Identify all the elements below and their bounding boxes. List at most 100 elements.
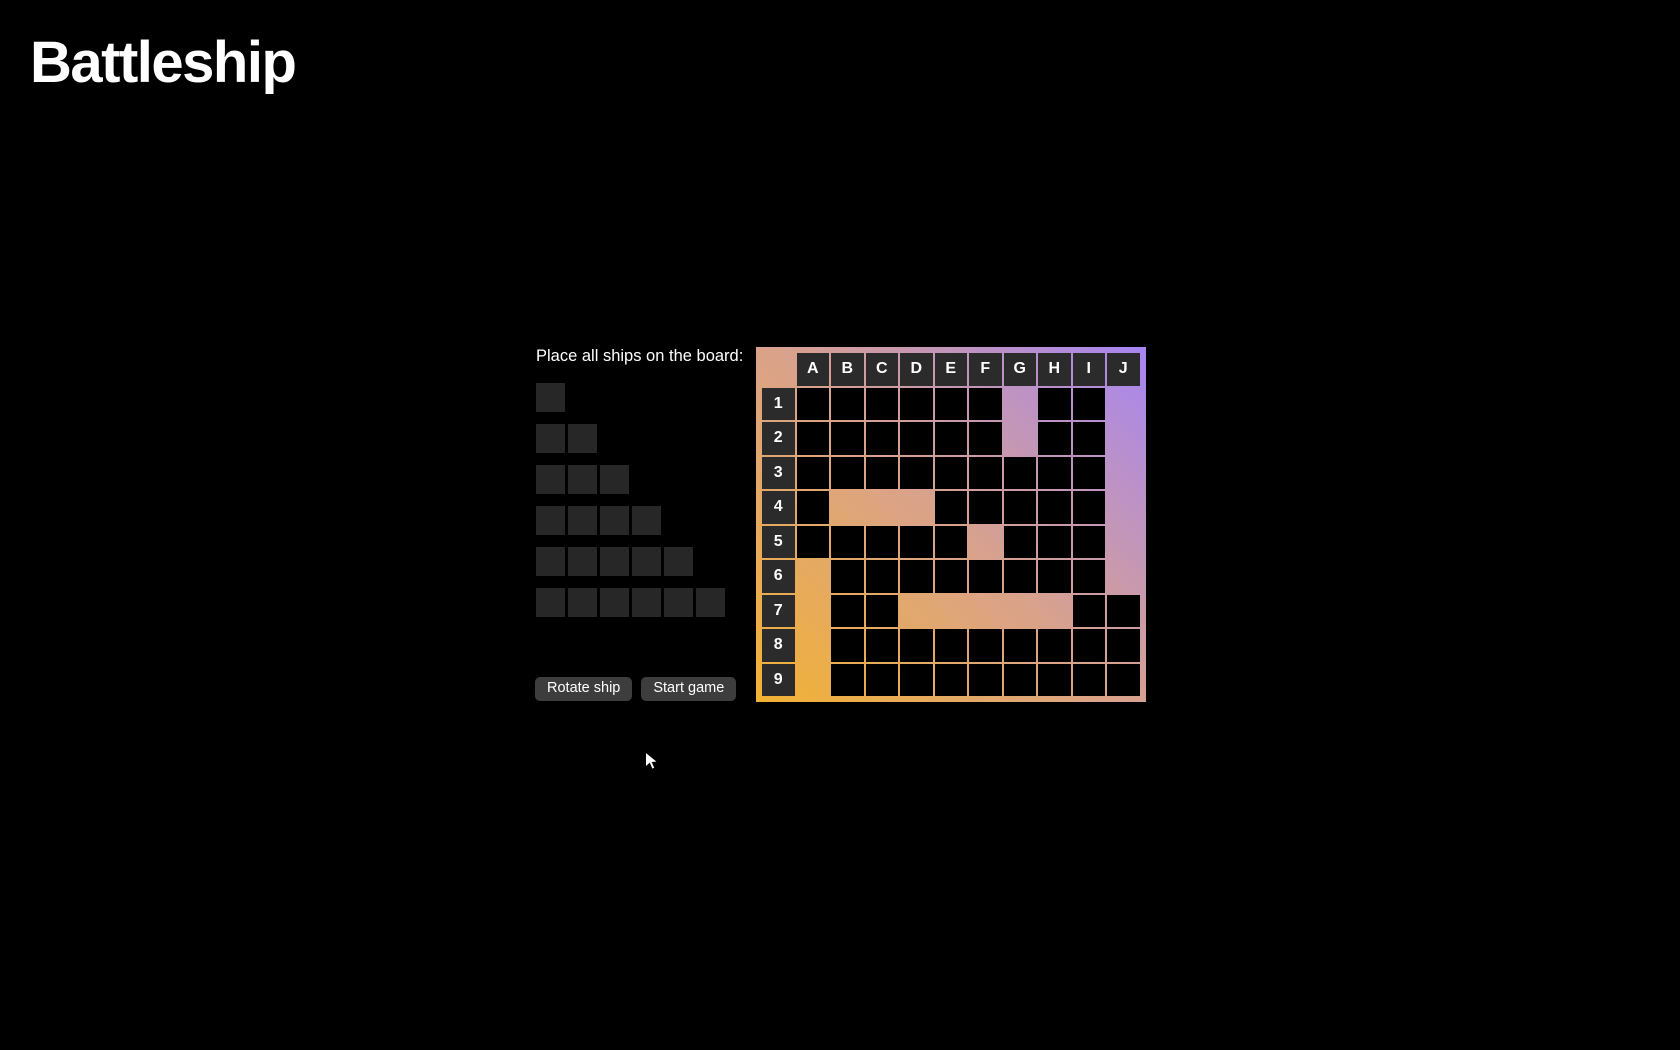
cell-D3[interactable] [900, 456, 933, 489]
cell-C3[interactable] [865, 456, 898, 489]
ship-cell-H7[interactable] [1038, 595, 1071, 628]
ship-cell-A8[interactable] [797, 629, 830, 662]
cell-G8[interactable] [1003, 629, 1036, 662]
cell-E3[interactable] [934, 456, 967, 489]
ship-cell-F7[interactable] [969, 595, 1002, 628]
ship-cell-A7[interactable] [797, 595, 830, 628]
cell-G5[interactable] [1003, 525, 1036, 558]
ship-cell-J4[interactable] [1107, 491, 1140, 524]
cell-F4[interactable] [969, 491, 1002, 524]
cell-E2[interactable] [934, 422, 967, 455]
ship-cell-C4[interactable] [866, 491, 899, 524]
cell-I7[interactable] [1072, 594, 1105, 627]
ship-cell-J3[interactable] [1107, 457, 1140, 490]
cell-J8[interactable] [1107, 629, 1140, 662]
cell-H9[interactable] [1038, 663, 1071, 696]
cell-C5[interactable] [865, 525, 898, 558]
rotate-ship-button[interactable]: Rotate ship [535, 677, 633, 701]
ship-cell-D7[interactable] [900, 595, 933, 628]
cell-C2[interactable] [865, 422, 898, 455]
cell-I9[interactable] [1072, 663, 1105, 696]
cell-E6[interactable] [934, 560, 967, 593]
cell-F2[interactable] [969, 422, 1002, 455]
tray-ship-1[interactable] [536, 383, 751, 412]
ship-cell-E7[interactable] [935, 595, 968, 628]
cell-E5[interactable] [934, 525, 967, 558]
ship-cell-J6[interactable] [1107, 560, 1140, 593]
cell-E8[interactable] [934, 629, 967, 662]
cell-G6[interactable] [1003, 560, 1036, 593]
cell-E4[interactable] [934, 491, 967, 524]
cell-E1[interactable] [934, 387, 967, 420]
cell-G3[interactable] [1003, 456, 1036, 489]
cell-D5[interactable] [900, 525, 933, 558]
cell-B7[interactable] [831, 594, 864, 627]
cell-F1[interactable] [969, 387, 1002, 420]
ship-cell-D4[interactable] [900, 491, 933, 524]
cell-C6[interactable] [865, 560, 898, 593]
cell-H5[interactable] [1038, 525, 1071, 558]
cell-D6[interactable] [900, 560, 933, 593]
cell-F3[interactable] [969, 456, 1002, 489]
col-header-H: H [1038, 353, 1071, 386]
cell-G4[interactable] [1003, 491, 1036, 524]
cell-A3[interactable] [796, 456, 829, 489]
cell-B8[interactable] [831, 629, 864, 662]
ship-cell-G2[interactable] [1004, 422, 1037, 455]
ship-cell-A6[interactable] [797, 560, 830, 593]
ship-cell-F5[interactable] [969, 526, 1002, 559]
cell-I1[interactable] [1072, 387, 1105, 420]
cell-H2[interactable] [1038, 422, 1071, 455]
cell-F6[interactable] [969, 560, 1002, 593]
tray-ship-3[interactable] [536, 465, 751, 494]
cell-B6[interactable] [831, 560, 864, 593]
cell-B3[interactable] [831, 456, 864, 489]
cell-H8[interactable] [1038, 629, 1071, 662]
cell-H4[interactable] [1038, 491, 1071, 524]
tray-ship-6[interactable] [536, 588, 751, 617]
cell-C8[interactable] [865, 629, 898, 662]
cell-H1[interactable] [1038, 387, 1071, 420]
cell-B9[interactable] [831, 663, 864, 696]
tray-ship-2[interactable] [536, 424, 751, 453]
cell-H3[interactable] [1038, 456, 1071, 489]
ship-cell-J1[interactable] [1107, 388, 1140, 421]
cell-I5[interactable] [1072, 525, 1105, 558]
tray-ship-cell [568, 588, 597, 617]
cell-I2[interactable] [1072, 422, 1105, 455]
cell-C9[interactable] [865, 663, 898, 696]
cell-D2[interactable] [900, 422, 933, 455]
start-game-button[interactable]: Start game [641, 677, 737, 701]
cell-I3[interactable] [1072, 456, 1105, 489]
cell-H6[interactable] [1038, 560, 1071, 593]
cell-I6[interactable] [1072, 560, 1105, 593]
cell-A2[interactable] [796, 422, 829, 455]
cell-I8[interactable] [1072, 629, 1105, 662]
ship-cell-B4[interactable] [831, 491, 864, 524]
cell-J9[interactable] [1107, 663, 1140, 696]
cell-F8[interactable] [969, 629, 1002, 662]
cell-G9[interactable] [1003, 663, 1036, 696]
cell-I4[interactable] [1072, 491, 1105, 524]
cell-A5[interactable] [796, 525, 829, 558]
cell-F9[interactable] [969, 663, 1002, 696]
cell-A1[interactable] [796, 387, 829, 420]
ship-cell-J5[interactable] [1107, 526, 1140, 559]
cell-J7[interactable] [1107, 594, 1140, 627]
cell-D8[interactable] [900, 629, 933, 662]
ship-cell-G1[interactable] [1004, 388, 1037, 421]
cell-A4[interactable] [796, 491, 829, 524]
cell-B2[interactable] [831, 422, 864, 455]
tray-ship-4[interactable] [536, 506, 751, 535]
cell-D1[interactable] [900, 387, 933, 420]
cell-B5[interactable] [831, 525, 864, 558]
cell-E9[interactable] [934, 663, 967, 696]
ship-cell-G7[interactable] [1004, 595, 1037, 628]
ship-cell-A9[interactable] [797, 664, 830, 697]
cell-C7[interactable] [865, 594, 898, 627]
cell-B1[interactable] [831, 387, 864, 420]
cell-D9[interactable] [900, 663, 933, 696]
cell-C1[interactable] [865, 387, 898, 420]
ship-cell-J2[interactable] [1107, 422, 1140, 455]
tray-ship-5[interactable] [536, 547, 751, 576]
